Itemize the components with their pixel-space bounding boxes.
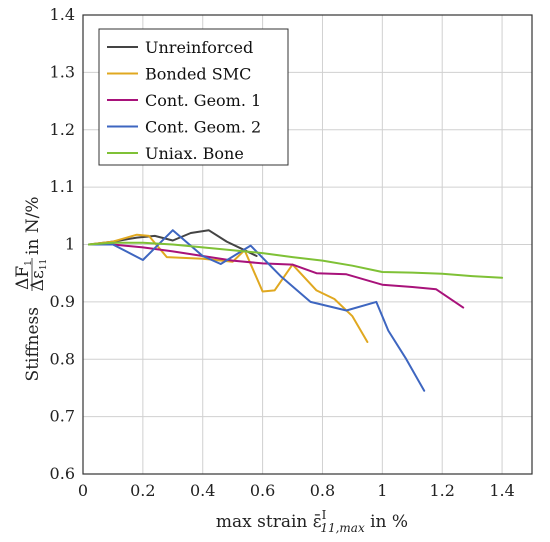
- x-tick-label: 0: [78, 481, 88, 500]
- x-tick-label: 0.2: [130, 481, 155, 500]
- series-line-uniax-bone: [88, 241, 504, 279]
- y-tick-label: 0.9: [50, 292, 75, 311]
- y-tick-label: 1.2: [50, 120, 75, 139]
- legend-label-bonded-smc: Bonded SMC: [145, 65, 251, 84]
- y-tick-label: 0.7: [50, 407, 75, 426]
- x-tick-label: 1.2: [429, 481, 454, 500]
- x-tick-labels: 0 0.2 0.4 0.6 0.8 1 1.2 1.4: [78, 481, 515, 500]
- legend-label-uniax-bone: Uniax. Bone: [145, 144, 244, 163]
- y-axis-label-unit: in N/%: [23, 196, 43, 255]
- y-axis-label-word: Stiffness: [23, 307, 43, 381]
- x-tick-label: 0.6: [250, 481, 275, 500]
- x-tick-label: 0.4: [190, 481, 215, 500]
- legend-label-cont-geom-1: Cont. Geom. 1: [145, 91, 261, 110]
- legend-box: [98, 28, 289, 166]
- y-tick-label: 0.8: [50, 349, 75, 368]
- legend-label-cont-geom-2: Cont. Geom. 2: [145, 118, 261, 137]
- legend-label-unreinforced: Unreinforced: [145, 38, 253, 57]
- series-line-bonded-smc: [88, 233, 369, 343]
- y-axis-label-denominator: Δε11: [28, 259, 49, 292]
- x-tick-label: 0.8: [310, 481, 335, 500]
- y-tick-labels: 0.6 0.7 0.8 0.9 1 1.1 1.2 1.3 1.4: [50, 5, 75, 483]
- y-tick-label: 1.4: [50, 5, 75, 24]
- y-tick-label: 1.1: [50, 177, 75, 196]
- y-axis-label-numerator: ΔF1: [13, 260, 34, 290]
- series-line-cont-geom-1: [88, 243, 465, 309]
- y-axis-label: Stiffness ΔF1 Δε11 in N/%: [13, 196, 49, 381]
- series-lines: [88, 229, 504, 392]
- y-tick-label: 0.6: [50, 464, 75, 483]
- y-tick-label: 1: [65, 235, 75, 254]
- plot-frame: [82, 14, 533, 475]
- x-tick-label: 1: [377, 481, 387, 500]
- x-axis-label: max strain ε̄I 11,max in %: [216, 508, 408, 535]
- x-tick-label: 1.4: [489, 481, 514, 500]
- legend: Unreinforced Bonded SMC Cont. Geom. 1 Cont.…: [98, 28, 289, 166]
- series-line-cont-geom-2: [88, 229, 426, 392]
- y-tick-label: 1.3: [50, 62, 75, 81]
